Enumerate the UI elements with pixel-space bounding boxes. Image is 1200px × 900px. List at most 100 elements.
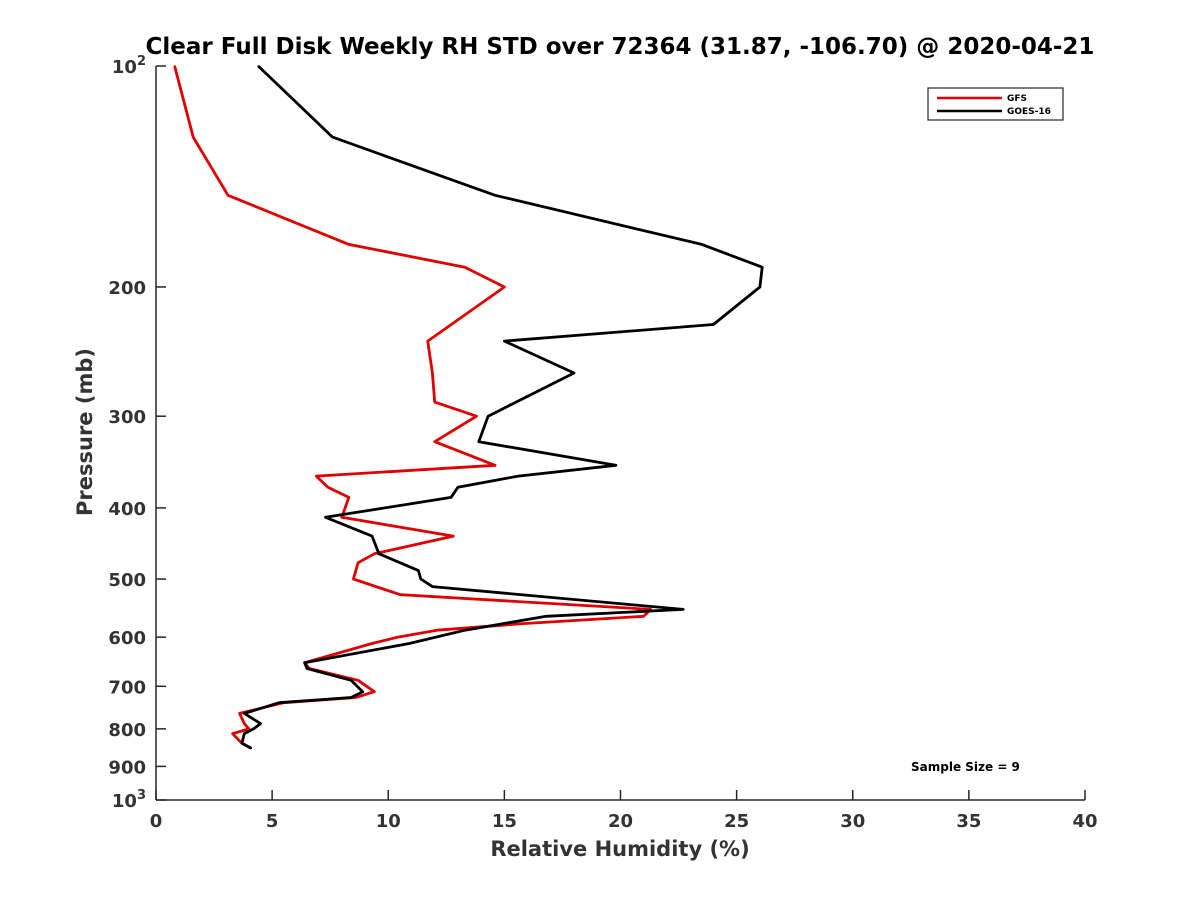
data-point-goes-16 [478,440,480,443]
data-point-gfs [354,696,357,699]
data-point-gfs [426,340,429,342]
data-point-gfs [341,516,343,519]
data-point-gfs [396,636,399,638]
data-point-gfs [327,486,329,489]
y-tick-label: 700 [108,677,146,698]
x-tick-label: 15 [492,811,517,832]
data-point-goes-16 [278,701,280,704]
data-point-gfs [642,615,645,618]
legend-label: GFS [1007,94,1027,104]
legend: GFS GOES-16 [927,87,1064,121]
data-point-goes-16 [431,585,434,588]
y-tick-label: 600 [108,628,146,649]
data-point-goes-16 [243,712,246,715]
data-point-gfs [431,372,434,374]
data-point-goes-16 [350,696,352,699]
y-tick-label: 200 [108,278,146,299]
data-point-goes-16 [517,475,520,477]
data-point-gfs [315,475,318,477]
data-point-goes-16 [303,661,306,664]
data-point-goes-16 [701,243,703,246]
data-point-goes-16 [487,415,489,418]
data-point-gfs [503,286,506,288]
data-point-gfs [494,464,496,467]
data-point-goes-16 [306,667,308,670]
data-point-goes-16 [761,266,763,269]
data-point-goes-16 [243,732,246,735]
legend-label: GOES-16 [1007,107,1051,117]
series-line-gfs [173,65,653,750]
data-point-goes-16 [350,679,352,682]
data-point-gfs [464,266,466,269]
data-point-goes-16 [250,747,252,749]
data-point-goes-16 [494,194,496,197]
data-point-gfs [352,578,355,580]
data-point-gfs [248,728,250,730]
data-point-gfs [475,415,478,418]
series-goes-16 [240,64,764,750]
plot-area [155,66,1085,801]
x-tick-label: 10 [376,811,401,832]
data-point-goes-16 [241,742,243,745]
y-axis: 102 200 300 400 500 600 700 800 900 103 [108,54,166,812]
data-point-gfs [357,561,359,564]
data-point-gfs [399,593,401,596]
data-point-gfs [371,642,373,645]
y-tick-label: 800 [108,720,146,741]
x-axis-label: Relative Humidity (%) [490,837,749,861]
data-point-goes-16 [417,569,420,572]
series-layer [173,64,764,750]
x-tick-label: 0 [150,811,163,832]
series-gfs [173,65,653,750]
data-point-gfs [227,194,229,197]
data-point-goes-16 [257,65,260,67]
data-point-goes-16 [759,286,761,288]
x-tick-label: 35 [956,811,981,832]
sample-size-annotation: Sample Size = 9 [911,760,1020,774]
x-tick-label: 5 [266,811,279,832]
data-point-gfs [243,722,246,725]
y-axis-label: Pressure (mb) [73,348,97,516]
data-point-gfs [238,712,241,715]
data-point-gfs [192,136,194,138]
y-tick-label: 400 [108,499,146,520]
y-tick-label: 500 [108,570,146,591]
data-point-goes-16 [420,578,422,580]
data-point-goes-16 [252,728,255,730]
y-tick-label: 103 [112,788,146,812]
data-point-gfs [436,629,438,631]
x-tick-label: 25 [724,811,749,832]
data-point-gfs [348,243,350,246]
data-point-goes-16 [457,486,459,489]
data-point-goes-16 [450,496,452,499]
data-point-gfs [433,401,436,403]
x-tick-label: 40 [1072,811,1097,832]
data-point-goes-16 [615,464,617,467]
data-point-gfs [231,732,234,735]
data-point-gfs [433,440,436,443]
data-point-goes-16 [408,642,411,645]
x-axis: 0 5 10 15 20 25 30 35 40 [150,790,1098,832]
data-point-goes-16 [503,340,506,342]
data-point-goes-16 [324,516,327,519]
data-point-goes-16 [545,615,547,618]
data-point-gfs [373,553,376,555]
y-tick-label: 102 [112,54,146,78]
data-point-goes-16 [371,535,373,537]
x-tick-label: 20 [608,811,633,832]
data-point-goes-16 [682,608,684,611]
data-point-goes-16 [331,136,334,138]
data-point-gfs [522,622,524,625]
data-point-goes-16 [464,629,466,631]
y-tick-label: 900 [108,757,146,778]
data-point-gfs [357,679,359,682]
data-point-gfs [452,535,455,537]
data-point-gfs [348,496,350,499]
data-point-gfs [373,690,376,693]
data-point-goes-16 [573,372,575,374]
legend-box [927,87,1064,121]
chart-title: Clear Full Disk Weekly RH STD over 72364… [146,34,1095,60]
x-tick-label: 30 [840,811,865,832]
data-point-goes-16 [378,553,380,555]
